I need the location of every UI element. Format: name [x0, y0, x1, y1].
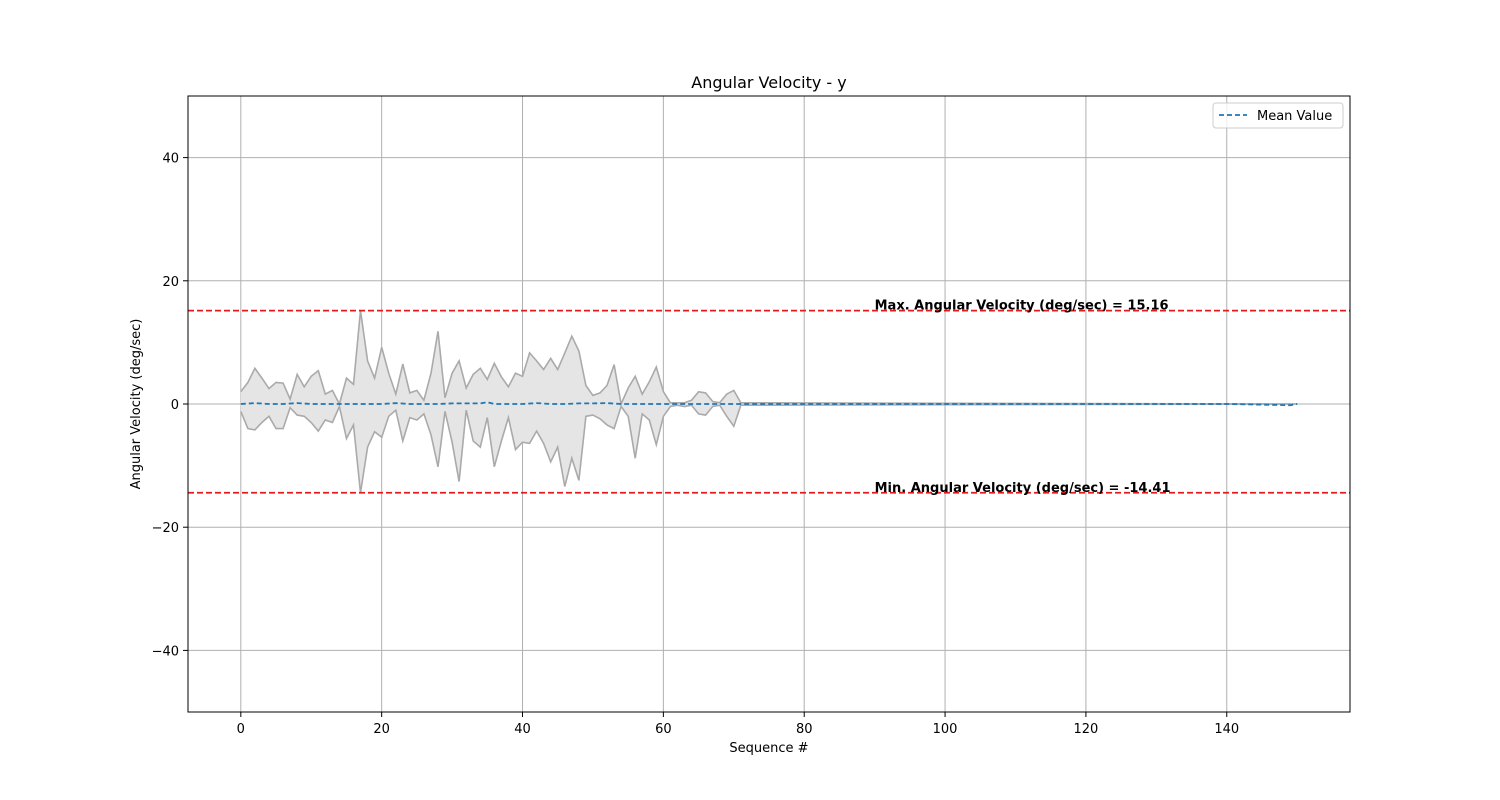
annotation-label: Max. Angular Velocity (deg/sec) = 15.16: [875, 299, 1169, 314]
x-axis-ticks: 0 20 40 60 80 100 120 140: [237, 712, 1239, 737]
annotation-label: Min. Angular Velocity (deg/sec) = -14.41: [875, 481, 1171, 496]
annotations: Max. Angular Velocity (deg/sec) = 15.16 M…: [875, 299, 1171, 496]
x-tick-label: 120: [1073, 722, 1098, 737]
legend-box: [1212, 102, 1344, 129]
band-lower-line: [240, 403, 1298, 493]
legend: Mean Value: [1212, 102, 1344, 129]
chart-title: Angular Velocity - y: [691, 73, 846, 92]
band-fill: [240, 310, 1298, 493]
x-tick-label: 20: [373, 722, 390, 737]
series-lines: [240, 401, 1298, 407]
y-tick-label: 20: [162, 275, 179, 290]
x-tick-label: 0: [237, 722, 245, 737]
x-tick-label: 100: [933, 722, 958, 737]
x-tick-label: 140: [1214, 722, 1239, 737]
x-axis-label: Sequence #: [729, 741, 808, 756]
y-tick-label: −20: [152, 521, 179, 536]
y-tick-label: −40: [152, 644, 179, 659]
y-tick-label: 40: [162, 152, 179, 167]
threshold-lines: [188, 309, 1350, 494]
y-axis-ticks: −40 −20 0 20 40: [152, 152, 188, 659]
range-band: [240, 310, 1298, 493]
band-upper-line: [240, 310, 1298, 407]
legend-entry-mean-value: Mean Value: [1257, 109, 1332, 124]
series-line-mean-value: [240, 401, 1298, 407]
x-tick-label: 40: [514, 722, 531, 737]
x-tick-label: 60: [655, 722, 672, 737]
y-tick-label: 0: [171, 398, 179, 413]
y-axis-label: Angular Velocity (deg/sec): [129, 319, 144, 490]
x-tick-label: 80: [796, 722, 813, 737]
